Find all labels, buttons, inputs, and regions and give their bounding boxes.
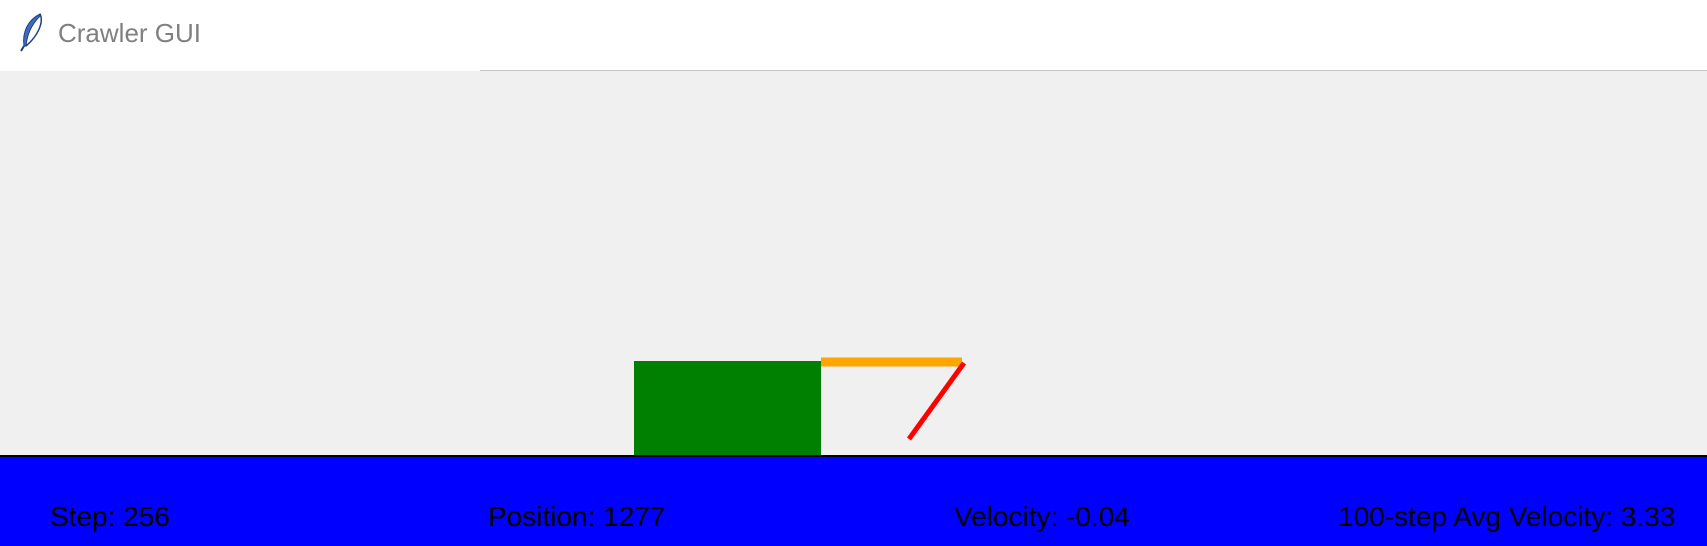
title-divider	[480, 70, 1707, 71]
step-counter: Step: 256	[50, 501, 170, 532]
position-readout: Position: 1277	[488, 501, 666, 532]
velocity-readout: Velocity: -0.04	[954, 501, 1130, 532]
feather-icon	[20, 13, 42, 52]
ground	[0, 455, 1707, 546]
stats-bar: Step: 256 Position: 1277 Velocity: -0.04…	[0, 497, 1707, 537]
window-title: Crawler GUI	[58, 18, 202, 48]
avg-velocity-readout: 100-step Avg Velocity: 3.33	[1338, 501, 1676, 532]
title-bar[interactable]: Crawler GUI	[0, 0, 1707, 70]
